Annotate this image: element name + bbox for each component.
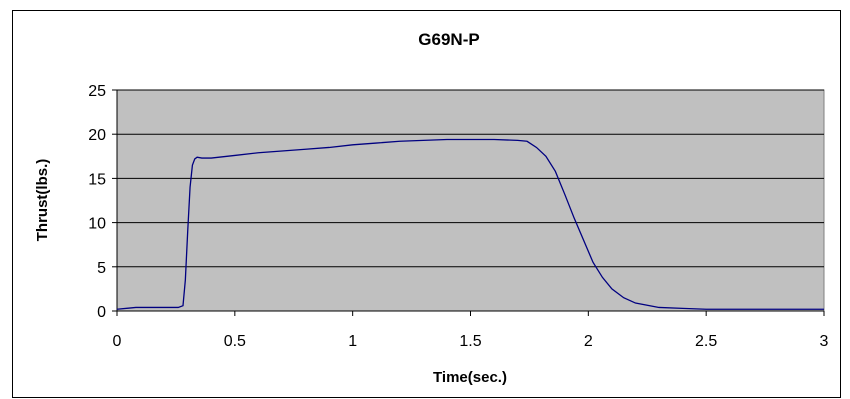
plot-area [116, 89, 825, 312]
thrust-series-line [116, 138, 824, 310]
x-tick-label: 2 [584, 333, 593, 350]
x-tick-label: 1.5 [459, 333, 481, 350]
gridlines [117, 89, 824, 268]
y-axis-label: Thrust(lbs.) [34, 159, 51, 242]
y-axis-ticks: 0 5 10 15 20 25 [88, 83, 117, 321]
y-tick-label: 20 [88, 127, 106, 144]
x-tick-label: 3 [820, 333, 829, 350]
x-axis-label: Time(sec.) [433, 369, 507, 386]
y-tick-label: 10 [88, 216, 106, 233]
chart-title: G69N-P [418, 30, 479, 49]
y-tick-label: 25 [88, 83, 106, 100]
x-tick-label: 0.5 [224, 333, 246, 350]
y-tick-label: 5 [97, 260, 106, 277]
y-tick-label: 0 [97, 304, 106, 321]
x-tick-label: 2.5 [695, 333, 717, 350]
x-tick-label: 1 [348, 333, 357, 350]
x-tick-label: 0 [113, 333, 122, 350]
x-axis-ticks: 0 0.5 1 1.5 2 2.5 3 [113, 90, 829, 350]
y-tick-label: 15 [88, 171, 106, 188]
